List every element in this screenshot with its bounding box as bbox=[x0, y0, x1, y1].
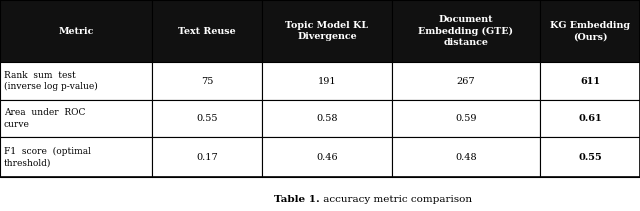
Bar bbox=[152, 0, 262, 62]
Bar bbox=[262, 137, 392, 177]
Bar bbox=[540, 0, 640, 62]
Bar bbox=[152, 62, 262, 100]
Text: accuracy metric comparison: accuracy metric comparison bbox=[320, 196, 472, 204]
Text: 191: 191 bbox=[317, 77, 336, 85]
Text: 0.55: 0.55 bbox=[578, 153, 602, 161]
Bar bbox=[262, 62, 392, 100]
Bar bbox=[540, 137, 640, 177]
Text: 611: 611 bbox=[580, 77, 600, 85]
Text: 0.17: 0.17 bbox=[196, 153, 218, 161]
Text: Document
Embedding (GTE)
distance: Document Embedding (GTE) distance bbox=[419, 15, 513, 47]
Text: Text Reuse: Text Reuse bbox=[178, 27, 236, 35]
Text: Area  under  ROC
curve: Area under ROC curve bbox=[4, 108, 85, 128]
Bar bbox=[262, 0, 392, 62]
Text: 0.46: 0.46 bbox=[316, 153, 338, 161]
Text: 0.48: 0.48 bbox=[455, 153, 477, 161]
Bar bbox=[540, 62, 640, 100]
Bar bbox=[540, 100, 640, 137]
Bar bbox=[0, 100, 152, 137]
Text: 0.61: 0.61 bbox=[578, 114, 602, 123]
Text: Rank  sum  test
(inverse log p-value): Rank sum test (inverse log p-value) bbox=[4, 71, 98, 91]
Text: 0.58: 0.58 bbox=[316, 114, 338, 123]
Text: 75: 75 bbox=[201, 77, 213, 85]
Text: KG Embedding
(Ours): KG Embedding (Ours) bbox=[550, 21, 630, 41]
Text: 0.59: 0.59 bbox=[455, 114, 477, 123]
Bar bbox=[392, 137, 540, 177]
Bar bbox=[0, 0, 152, 62]
Text: 267: 267 bbox=[457, 77, 476, 85]
Text: 0.55: 0.55 bbox=[196, 114, 218, 123]
Bar bbox=[0, 0, 640, 177]
Text: Metric: Metric bbox=[58, 27, 93, 35]
Bar bbox=[152, 137, 262, 177]
Bar bbox=[392, 62, 540, 100]
Bar bbox=[262, 100, 392, 137]
Text: F1  score  (optimal
threshold): F1 score (optimal threshold) bbox=[4, 147, 91, 167]
Text: Topic Model KL
Divergence: Topic Model KL Divergence bbox=[285, 21, 369, 41]
Bar bbox=[0, 137, 152, 177]
Text: Table 1.: Table 1. bbox=[275, 196, 320, 204]
Bar bbox=[152, 100, 262, 137]
Bar bbox=[392, 0, 540, 62]
Bar bbox=[0, 62, 152, 100]
Bar bbox=[392, 100, 540, 137]
